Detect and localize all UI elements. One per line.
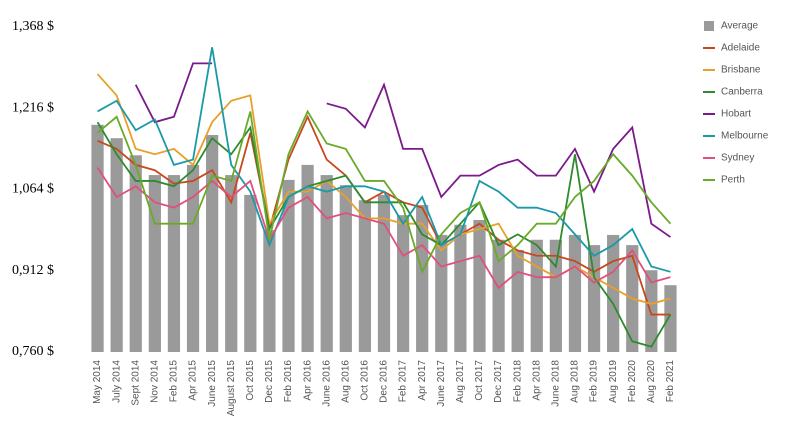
bar — [167, 175, 181, 352]
legend-label: Sydney — [721, 153, 754, 164]
bar — [225, 175, 238, 352]
x-tick-label: Feb 2018 — [512, 360, 523, 403]
line — [96, 121, 672, 348]
bar — [186, 164, 200, 352]
x-tick-label: August 2015 — [226, 360, 237, 417]
x-tick-label: May 2014 — [92, 360, 103, 404]
bar — [206, 134, 219, 352]
x-tick-label: Oct 2015 — [245, 360, 256, 401]
y-tick-label: 0,760 $ — [12, 344, 54, 359]
bar — [435, 234, 448, 352]
line — [96, 109, 672, 275]
x-tick-label: Aug 2017 — [455, 360, 466, 403]
x-tick-label: Apr 2016 — [302, 360, 313, 401]
x-tick-label: June 2017 — [436, 360, 447, 407]
x-tick-label: Feb 2015 — [169, 360, 180, 403]
bar — [148, 175, 161, 352]
bar — [301, 164, 314, 352]
bar — [91, 124, 104, 352]
x-tick-label: Oct 2016 — [360, 360, 371, 401]
y-tick-label: 1,368 $ — [12, 19, 54, 34]
x-tick-label: Apr 2018 — [531, 360, 542, 401]
line — [96, 167, 671, 290]
x-tick-label: Oct 2017 — [474, 360, 485, 401]
bar — [549, 239, 562, 352]
bar — [320, 175, 333, 352]
x-tick-label: Nov 2014 — [149, 360, 160, 403]
y-tick-label: 1,064 $ — [12, 182, 54, 197]
y-tick-label: 0,912 $ — [12, 263, 54, 278]
bar — [129, 155, 142, 352]
x-tick-label: Feb 2020 — [627, 360, 638, 403]
line — [134, 62, 671, 238]
bar — [607, 234, 620, 352]
bar — [645, 270, 658, 352]
x-tick-label: June 2016 — [321, 360, 332, 407]
bar — [263, 230, 276, 352]
x-tick-label: Dec 2016 — [379, 360, 390, 403]
line — [97, 47, 671, 273]
bar — [568, 234, 582, 352]
x-tick-label: Aug 2016 — [340, 360, 351, 403]
bar — [664, 285, 677, 352]
x-tick-label: June 2018 — [551, 360, 562, 407]
bar — [396, 215, 410, 352]
bar — [511, 249, 524, 352]
bar — [473, 219, 486, 352]
bar — [282, 179, 295, 352]
x-tick-label: Feb 2021 — [665, 360, 676, 403]
x-tick-label: June 2015 — [207, 360, 218, 407]
bar — [416, 205, 429, 352]
x-tick-label: Sept 2014 — [130, 360, 141, 406]
x-tick-label: Apr 2017 — [417, 360, 428, 401]
x-tick-label: Aug 2019 — [608, 360, 619, 403]
bar — [339, 185, 352, 352]
legend-label: Adelaide — [721, 43, 760, 54]
bar — [110, 138, 123, 352]
bar — [244, 194, 257, 352]
legend-label: Average — [721, 21, 759, 32]
bar — [492, 239, 505, 352]
x-tick-label: Dec 2017 — [493, 360, 504, 403]
bar — [587, 245, 601, 352]
legend-label: Brisbane — [721, 65, 761, 76]
bar — [377, 194, 391, 352]
x-tick-label: Feb 2016 — [283, 360, 294, 403]
x-tick-label: Feb 2019 — [589, 360, 600, 403]
x-tick-label: Aug 2018 — [570, 360, 581, 403]
x-tick-label: July 2014 — [111, 360, 122, 403]
legend-label: Canberra — [721, 87, 763, 98]
legend-label: Hobart — [721, 109, 751, 120]
bar — [454, 224, 467, 352]
legend-swatch — [704, 21, 714, 31]
bar — [358, 200, 372, 352]
x-tick-label: Apr 2015 — [188, 360, 199, 401]
y-tick-label: 1,216 $ — [12, 100, 54, 115]
x-tick-label: Feb 2017 — [398, 360, 409, 403]
legend-label: Melbourne — [721, 131, 769, 142]
x-tick-label: Aug 2020 — [646, 360, 657, 403]
legend-label: Perth — [721, 175, 745, 186]
x-tick-label: Dec 2015 — [264, 360, 275, 403]
